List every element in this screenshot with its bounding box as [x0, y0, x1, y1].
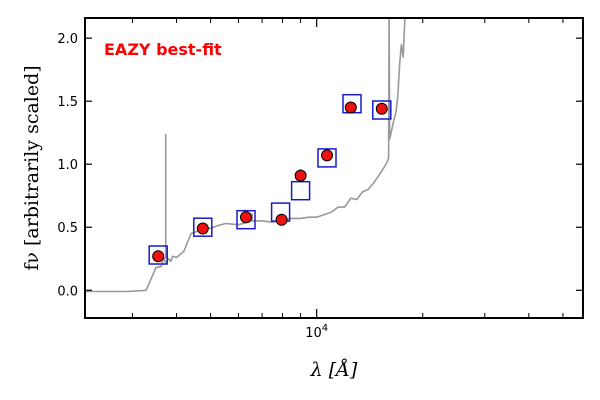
model-photometry-box	[193, 217, 213, 237]
y-axis-title: fν [arbitrarily scaled]	[21, 65, 43, 270]
model-photometry-box	[372, 100, 392, 120]
model-photometry-box	[317, 148, 337, 168]
observed-point	[152, 250, 165, 263]
observed-point	[240, 211, 252, 224]
y-tick-label: 0.5	[57, 221, 78, 236]
y-tick-label: 2.0	[57, 32, 78, 47]
x-axis-title: λ [Å]	[310, 359, 358, 381]
observed-point	[294, 169, 307, 182]
observed-point	[275, 213, 288, 226]
template-spectrum-line	[85, 18, 407, 293]
y-tick-label: 0.0	[57, 284, 78, 299]
model-photometry-box	[290, 180, 311, 201]
y-tick-label: 1.5	[57, 95, 78, 110]
observed-point	[375, 102, 388, 115]
model-photometry-box	[148, 245, 168, 265]
annotation-label: EAZY best-fit	[104, 40, 222, 59]
observed-point	[196, 222, 209, 235]
model-photometry-box	[236, 209, 256, 230]
y-tick-label: 1.0	[57, 158, 78, 173]
observed-point	[321, 149, 333, 162]
x-tick-label: 104	[305, 323, 328, 341]
plot-frame	[84, 17, 584, 319]
observed-point	[344, 101, 357, 114]
